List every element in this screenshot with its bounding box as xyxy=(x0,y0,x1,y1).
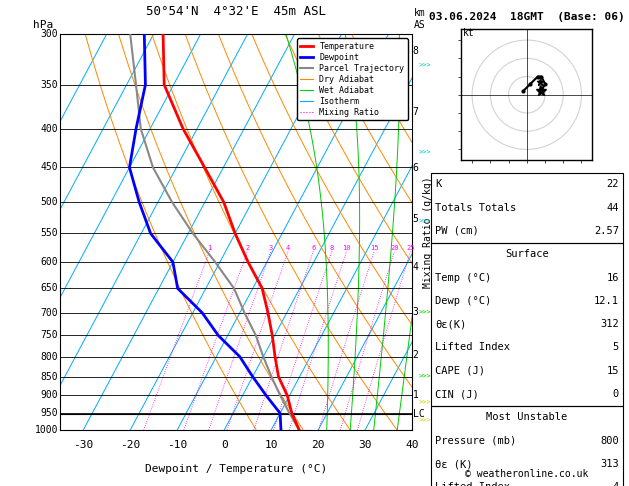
Text: 700: 700 xyxy=(40,308,58,318)
Text: 2: 2 xyxy=(245,245,250,251)
Text: © weatheronline.co.uk: © weatheronline.co.uk xyxy=(465,469,589,479)
Text: 5: 5 xyxy=(613,343,619,352)
Text: hPa: hPa xyxy=(33,20,53,30)
Text: 400: 400 xyxy=(40,123,58,134)
Text: 1: 1 xyxy=(208,245,212,251)
Text: 8: 8 xyxy=(413,46,418,56)
Text: >>>: >>> xyxy=(418,150,431,156)
Text: 0: 0 xyxy=(221,440,228,450)
Text: 50°54'N  4°32'E  45m ASL: 50°54'N 4°32'E 45m ASL xyxy=(146,5,326,18)
Text: CIN (J): CIN (J) xyxy=(435,389,479,399)
Text: -30: -30 xyxy=(73,440,93,450)
Text: 2: 2 xyxy=(413,349,418,360)
Text: 550: 550 xyxy=(40,228,58,239)
Text: 2.57: 2.57 xyxy=(594,226,619,236)
Text: 800: 800 xyxy=(600,436,619,446)
Text: θε (K): θε (K) xyxy=(435,459,472,469)
Text: 16: 16 xyxy=(606,273,619,282)
Text: Dewp (°C): Dewp (°C) xyxy=(435,296,491,306)
Text: Totals Totals: Totals Totals xyxy=(435,203,516,212)
Text: 5: 5 xyxy=(413,214,418,225)
Bar xyxy=(431,406,623,486)
Text: 15: 15 xyxy=(370,245,379,251)
Text: 44: 44 xyxy=(606,203,619,212)
Text: >>>: >>> xyxy=(418,310,431,316)
Text: km
ASL: km ASL xyxy=(414,8,431,30)
Legend: Temperature, Dewpoint, Parcel Trajectory, Dry Adiabat, Wet Adiabat, Isotherm, Mi: Temperature, Dewpoint, Parcel Trajectory… xyxy=(297,38,408,121)
Text: Temp (°C): Temp (°C) xyxy=(435,273,491,282)
Text: Most Unstable: Most Unstable xyxy=(486,413,567,422)
Text: >>>: >>> xyxy=(418,399,431,406)
Text: 300: 300 xyxy=(40,29,58,39)
Text: 4: 4 xyxy=(413,262,418,272)
Text: 650: 650 xyxy=(40,283,58,294)
Text: CAPE (J): CAPE (J) xyxy=(435,366,485,376)
Text: θε(K): θε(K) xyxy=(435,319,466,329)
Text: 12.1: 12.1 xyxy=(594,296,619,306)
Text: LCL: LCL xyxy=(413,409,430,419)
Text: 40: 40 xyxy=(405,440,419,450)
Bar xyxy=(431,173,623,243)
Text: -10: -10 xyxy=(167,440,187,450)
Bar xyxy=(431,243,623,406)
Text: 950: 950 xyxy=(40,408,58,418)
Text: 850: 850 xyxy=(40,372,58,382)
Text: 500: 500 xyxy=(40,197,58,207)
Text: 1: 1 xyxy=(413,390,418,399)
Text: 750: 750 xyxy=(40,330,58,341)
Text: >>>: >>> xyxy=(418,374,431,380)
Text: 22: 22 xyxy=(606,179,619,189)
Text: 20: 20 xyxy=(390,245,399,251)
Text: 312: 312 xyxy=(600,319,619,329)
Text: >>>: >>> xyxy=(418,62,431,69)
Text: Dewpoint / Temperature (°C): Dewpoint / Temperature (°C) xyxy=(145,464,327,474)
Text: Lifted Index: Lifted Index xyxy=(435,343,509,352)
Text: 900: 900 xyxy=(40,390,58,400)
Text: 25: 25 xyxy=(406,245,415,251)
Text: K: K xyxy=(435,179,441,189)
Text: 6: 6 xyxy=(311,245,316,251)
Text: 3: 3 xyxy=(413,307,418,317)
Text: 6: 6 xyxy=(413,163,418,173)
Text: 600: 600 xyxy=(40,257,58,267)
Text: >>>: >>> xyxy=(418,218,431,224)
Text: Surface: Surface xyxy=(505,249,548,259)
Text: 03.06.2024  18GMT  (Base: 06): 03.06.2024 18GMT (Base: 06) xyxy=(429,12,625,22)
Text: >>>: >>> xyxy=(418,417,431,423)
Text: 7: 7 xyxy=(413,107,418,117)
Text: 4: 4 xyxy=(286,245,291,251)
Text: PW (cm): PW (cm) xyxy=(435,226,479,236)
Text: 20: 20 xyxy=(311,440,325,450)
Text: 30: 30 xyxy=(359,440,372,450)
Text: -20: -20 xyxy=(120,440,140,450)
Text: Lifted Index: Lifted Index xyxy=(435,483,509,486)
Text: 15: 15 xyxy=(606,366,619,376)
Text: 0: 0 xyxy=(613,389,619,399)
Text: 3: 3 xyxy=(269,245,273,251)
Text: 350: 350 xyxy=(40,80,58,90)
Text: 800: 800 xyxy=(40,352,58,362)
Text: Pressure (mb): Pressure (mb) xyxy=(435,436,516,446)
Text: 450: 450 xyxy=(40,162,58,173)
Text: 1000: 1000 xyxy=(35,425,58,435)
Text: 10: 10 xyxy=(264,440,278,450)
Text: 10: 10 xyxy=(342,245,351,251)
Text: 8: 8 xyxy=(330,245,334,251)
Text: Mixing Ratio (g/kg): Mixing Ratio (g/kg) xyxy=(423,176,433,288)
Text: 313: 313 xyxy=(600,459,619,469)
Text: 4: 4 xyxy=(613,483,619,486)
